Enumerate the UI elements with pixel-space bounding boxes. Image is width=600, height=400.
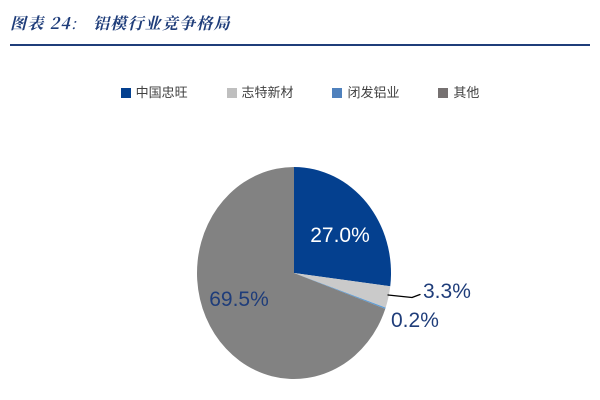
svg-text:3.3%: 3.3%	[423, 280, 471, 303]
svg-text:0.2%: 0.2%	[391, 309, 439, 332]
svg-text:69.5%: 69.5%	[209, 288, 269, 311]
svg-text:27.0%: 27.0%	[310, 224, 370, 247]
